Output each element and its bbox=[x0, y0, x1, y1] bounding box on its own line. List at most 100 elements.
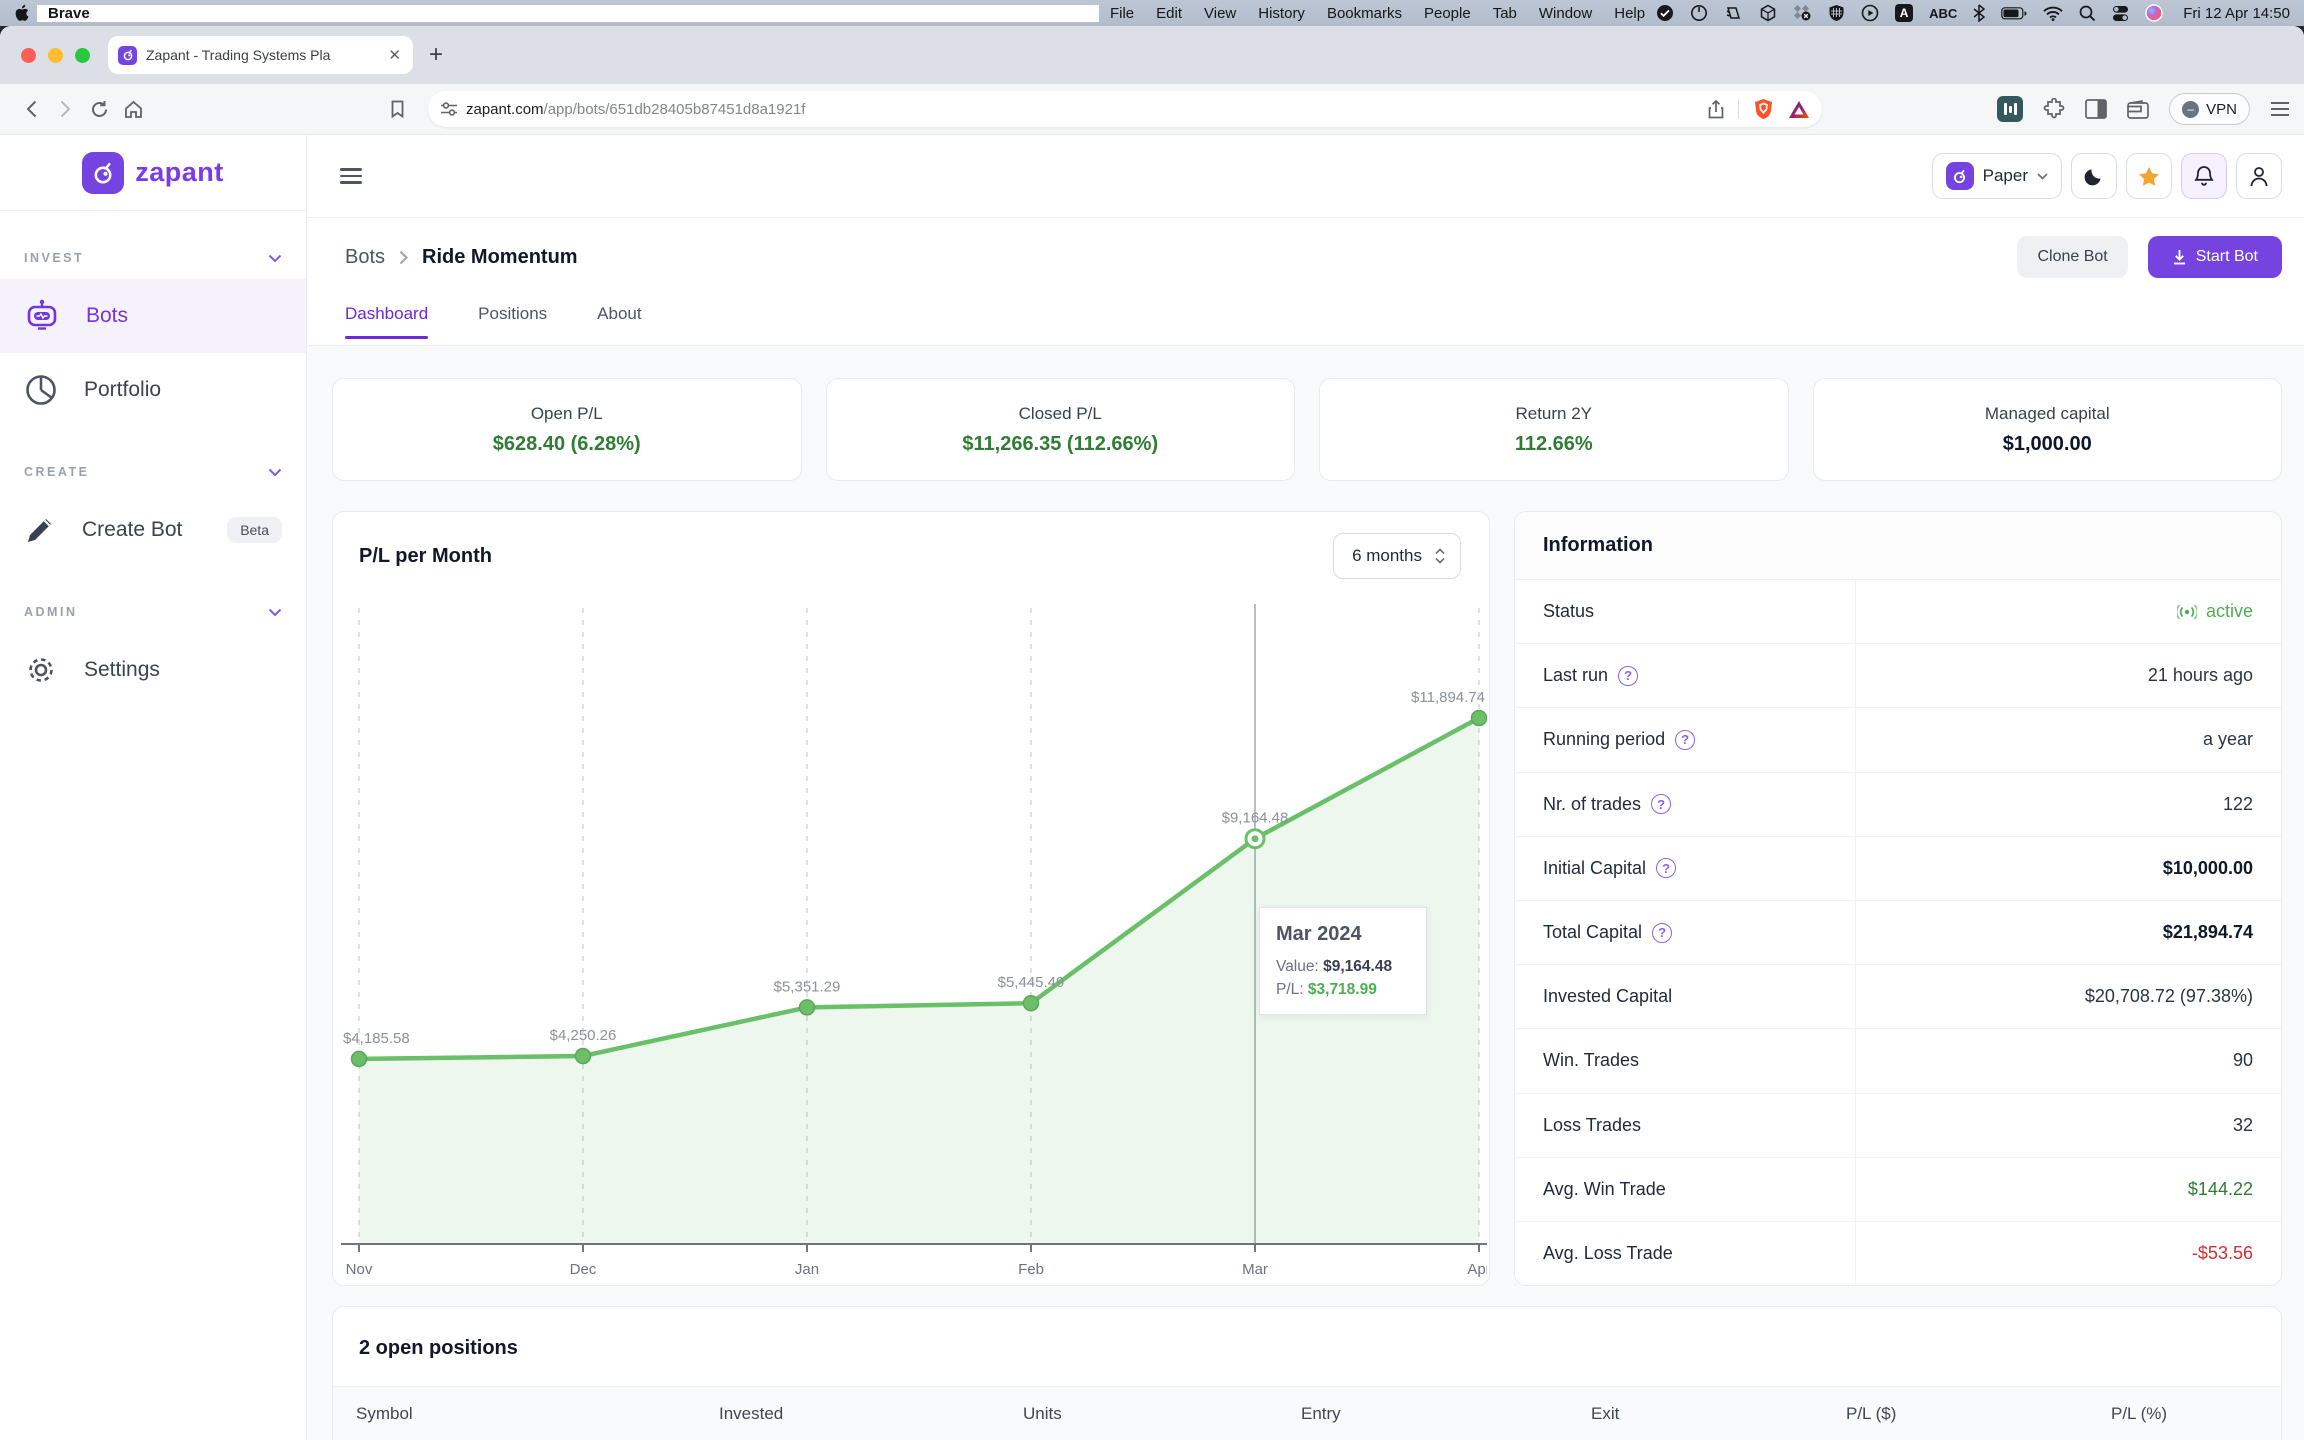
star-icon bbox=[2138, 166, 2160, 187]
control-center-icon[interactable] bbox=[2112, 5, 2129, 22]
input-abc-label[interactable]: ABC bbox=[1929, 6, 1957, 21]
info-row-avg-win: Avg. Win Trade $144.22 bbox=[1515, 1158, 2281, 1222]
extensions-puzzle-icon[interactable] bbox=[2043, 98, 2065, 120]
extension-tile-icon[interactable] bbox=[1997, 96, 2023, 122]
menubar-play-icon[interactable] bbox=[1861, 4, 1879, 22]
mode-selector[interactable]: Paper bbox=[1932, 153, 2062, 199]
menu-window[interactable]: Window bbox=[1528, 5, 1603, 22]
robot-icon bbox=[24, 299, 60, 333]
site-settings-icon[interactable] bbox=[440, 101, 458, 117]
notifications-button[interactable] bbox=[2181, 153, 2227, 199]
sidebar-collapse-icon[interactable] bbox=[340, 168, 362, 184]
vpn-button[interactable]: – VPN bbox=[2169, 93, 2250, 125]
menu-file[interactable]: File bbox=[1099, 5, 1145, 22]
wallet-icon[interactable] bbox=[2127, 100, 2149, 119]
help-icon[interactable]: ? bbox=[1618, 666, 1638, 686]
col-symbol: Symbol bbox=[356, 1404, 719, 1424]
sidebar-toggle-icon[interactable] bbox=[2085, 99, 2107, 119]
sidebar-item-portfolio[interactable]: Portfolio bbox=[0, 353, 306, 427]
browser-tab[interactable]: Zapant - Trading Systems Pla ✕ bbox=[108, 36, 413, 74]
menu-help[interactable]: Help bbox=[1603, 5, 1656, 22]
sidebar-section-invest[interactable]: INVEST bbox=[0, 243, 306, 279]
spotlight-icon[interactable] bbox=[2079, 5, 2096, 22]
browser-menu-icon[interactable] bbox=[2270, 101, 2290, 117]
sidebar-item-create-bot[interactable]: Create Bot Beta bbox=[0, 493, 306, 567]
help-icon[interactable]: ? bbox=[1652, 923, 1672, 943]
minimize-window-button[interactable] bbox=[48, 48, 63, 63]
menubar-shield-icon[interactable] bbox=[1828, 4, 1845, 22]
breadcrumb-bots-link[interactable]: Bots bbox=[345, 246, 385, 269]
help-icon[interactable]: ? bbox=[1675, 730, 1695, 750]
breadcrumb-row: Bots Ride Momentum Clone Bot Start Bot bbox=[307, 218, 2304, 296]
sidebar-section-admin[interactable]: ADMIN bbox=[0, 597, 306, 633]
apple-menu-icon[interactable] bbox=[14, 4, 37, 22]
menubar-shapes-icon[interactable] bbox=[1793, 4, 1812, 22]
menubar-keyboard-icon[interactable] bbox=[1724, 4, 1743, 22]
share-icon[interactable] bbox=[1708, 100, 1724, 119]
bookmark-icon[interactable] bbox=[380, 100, 414, 118]
menubar-power-icon[interactable] bbox=[1690, 4, 1708, 22]
app-sidebar: zapant INVEST Bots Portfolio bbox=[0, 135, 307, 1440]
reload-icon[interactable] bbox=[82, 100, 116, 119]
brave-shield-icon[interactable] bbox=[1753, 98, 1774, 120]
deploy-icon bbox=[2172, 249, 2187, 265]
input-source-icon[interactable]: A bbox=[1895, 4, 1913, 22]
brand-name: zapant bbox=[135, 157, 224, 188]
info-row-win-trades: Win. Trades 90 bbox=[1515, 1029, 2281, 1093]
window-controls bbox=[21, 48, 90, 63]
menubar-box-icon[interactable] bbox=[1759, 4, 1777, 22]
help-icon[interactable]: ? bbox=[1656, 858, 1676, 878]
positions-table-header: Symbol Invested Units Entry Exit P/L ($)… bbox=[333, 1386, 2281, 1440]
stat-label: Managed capital bbox=[1985, 404, 2110, 424]
chevron-down-icon bbox=[268, 254, 282, 263]
help-icon[interactable]: ? bbox=[1651, 794, 1671, 814]
tab-about[interactable]: About bbox=[597, 296, 641, 345]
col-pl-dollar: P/L ($) bbox=[1846, 1404, 2111, 1424]
favorites-button[interactable] bbox=[2126, 153, 2172, 199]
tooltip-pl-label: P/L: bbox=[1276, 981, 1304, 998]
wifi-icon[interactable] bbox=[2043, 6, 2063, 21]
browser-toolbar: zapant.com/app/bots/651db28405b87451d8a1… bbox=[0, 84, 2304, 135]
back-icon[interactable] bbox=[14, 100, 48, 118]
vpn-label: VPN bbox=[2206, 101, 2237, 118]
bat-icon[interactable] bbox=[1788, 100, 1810, 119]
new-tab-button[interactable]: + bbox=[429, 41, 443, 69]
menu-history[interactable]: History bbox=[1247, 5, 1316, 22]
forward-icon[interactable] bbox=[48, 100, 82, 118]
maximize-window-button[interactable] bbox=[75, 48, 90, 63]
sidebar-item-settings[interactable]: Settings bbox=[0, 633, 306, 707]
siri-icon[interactable] bbox=[2145, 4, 2163, 22]
menu-bookmarks[interactable]: Bookmarks bbox=[1316, 5, 1413, 22]
url-text[interactable]: zapant.com/app/bots/651db28405b87451d8a1… bbox=[466, 101, 1708, 118]
menu-edit[interactable]: Edit bbox=[1145, 5, 1193, 22]
range-select[interactable]: 6 months bbox=[1333, 533, 1461, 579]
url-bar[interactable]: zapant.com/app/bots/651db28405b87451d8a1… bbox=[428, 91, 1822, 127]
menubar-clock[interactable]: Fri 12 Apr 14:50 bbox=[2179, 5, 2290, 22]
menu-people[interactable]: People bbox=[1413, 5, 1482, 22]
sidebar-section-create[interactable]: CREATE bbox=[0, 457, 306, 493]
menu-view[interactable]: View bbox=[1193, 5, 1247, 22]
sidebar-item-bots[interactable]: Bots bbox=[0, 279, 306, 353]
bluetooth-icon[interactable] bbox=[1973, 4, 1985, 22]
menu-tab[interactable]: Tab bbox=[1482, 5, 1528, 22]
sidebar-item-label: Bots bbox=[86, 304, 128, 328]
tab-dashboard[interactable]: Dashboard bbox=[345, 296, 428, 345]
col-invested: Invested bbox=[719, 1404, 1023, 1424]
tab-close-icon[interactable]: ✕ bbox=[386, 46, 403, 64]
account-button[interactable] bbox=[2236, 153, 2282, 199]
home-icon[interactable] bbox=[116, 100, 150, 119]
brand-logo[interactable]: zapant bbox=[0, 135, 306, 211]
tab-positions[interactable]: Positions bbox=[478, 296, 547, 345]
clone-bot-button[interactable]: Clone Bot bbox=[2017, 236, 2127, 278]
menu-app-name[interactable]: Brave bbox=[37, 5, 1099, 22]
dark-mode-button[interactable] bbox=[2071, 153, 2117, 199]
menubar-check-icon[interactable] bbox=[1656, 4, 1674, 22]
stat-label: Closed P/L bbox=[1019, 404, 1102, 424]
close-window-button[interactable] bbox=[21, 48, 36, 63]
mode-zapant-icon bbox=[1946, 162, 1974, 190]
battery-icon[interactable] bbox=[2001, 7, 2027, 20]
pl-chart-plot[interactable]: NovDecJanFebMarApr$4,185.58$4,250.26$5,3… bbox=[341, 600, 1487, 1280]
svg-text:$4,185.58: $4,185.58 bbox=[343, 1030, 410, 1047]
start-bot-button[interactable]: Start Bot bbox=[2148, 236, 2282, 278]
info-label: Last run bbox=[1543, 665, 1608, 686]
